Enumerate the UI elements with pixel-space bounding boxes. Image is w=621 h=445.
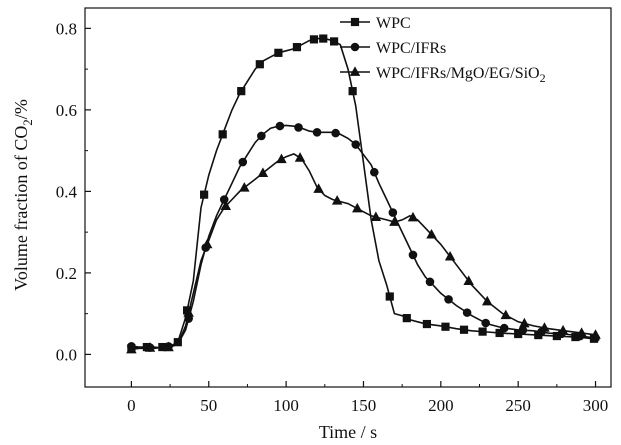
legend: WPC WPC/IFRs WPC/IFRs/MgO/EG/SiO2 (340, 15, 546, 85)
y-axis-title: Volume fraction of CO2/% (11, 99, 35, 291)
data-point-triangle (557, 324, 569, 335)
data-point-triangle (276, 153, 287, 164)
series-square (127, 34, 599, 353)
data-point-circle (370, 167, 379, 177)
data-point-triangle (500, 309, 512, 320)
x-tick-label: 200 (428, 396, 454, 415)
legend-label-subscript: 2 (540, 71, 546, 85)
series-triangle (126, 152, 601, 354)
data-point-square (385, 292, 394, 301)
legend-marker-square (350, 17, 360, 27)
data-point-square (478, 327, 487, 336)
legend-marker-circle (350, 42, 360, 52)
x-tick-label: 300 (583, 396, 609, 415)
y-axis-title-subscript: 2 (20, 119, 35, 126)
y-axis-title-main: Volume fraction of CO (11, 126, 31, 291)
data-point-triangle (294, 152, 306, 162)
legend-entry: WPC/IFRs/MgO/EG/SiO2 (340, 65, 546, 85)
data-point-circle (219, 195, 229, 204)
data-point-circle (462, 308, 472, 317)
y-tick-label: 0.6 (56, 101, 77, 120)
x-tick-label: 100 (273, 396, 299, 415)
axis-ticks: 0 50 100 150 200 250 300 0.0 0.2 0.4 0.6 0.8 (56, 19, 609, 415)
legend-label-main: WPC/IFRs/MgO/EG/SiO (376, 65, 540, 82)
x-tick-label: 50 (200, 396, 217, 415)
data-point-triangle (444, 250, 456, 261)
data-point-triangle (407, 211, 419, 222)
data-point-circle (444, 295, 453, 304)
data-point-triangle (239, 182, 250, 192)
data-point-square (402, 314, 411, 323)
data-point-circle (499, 323, 509, 333)
data-point-triangle (313, 183, 324, 193)
data-point-square (348, 87, 357, 96)
data-point-circle (351, 140, 361, 149)
data-point-circle (312, 127, 322, 137)
data-point-circle (481, 318, 490, 328)
data-point-triangle (481, 295, 493, 306)
data-point-circle (238, 157, 248, 167)
data-point-square (319, 34, 328, 43)
data-point-triangle (126, 343, 137, 354)
data-point-square (200, 190, 209, 199)
data-point-square (255, 60, 264, 69)
data-point-triangle (463, 275, 474, 285)
data-point-square (495, 328, 504, 338)
legend-label: WPC/IFRs/MgO/EG/SiO2 (376, 65, 546, 85)
data-point-triangle (539, 322, 550, 332)
data-point-circle (388, 208, 398, 217)
data-point-circle (294, 123, 303, 132)
x-axis-title: Time / s (319, 422, 377, 442)
data-point-square (237, 87, 246, 96)
data-point-circle (275, 121, 285, 131)
data-point-square (422, 319, 431, 329)
y-axis-title-unit: /% (11, 99, 31, 119)
data-point-triangle (331, 195, 343, 205)
legend-label: WPC/IFRs (376, 40, 446, 57)
y-tick-label: 0.4 (56, 182, 78, 201)
data-point-square (459, 325, 469, 334)
data-point-circle (257, 131, 266, 141)
y-tick-label: 0.2 (56, 264, 77, 283)
data-point-triangle (576, 327, 587, 337)
legend-entry: WPC (340, 15, 411, 32)
data-point-triangle (183, 307, 194, 317)
plot-frame (84, 7, 612, 388)
y-tick-label: 0.8 (56, 19, 77, 38)
y-tick-label: 0.0 (56, 345, 77, 364)
legend-entry: WPC/IFRs (340, 40, 446, 57)
data-point-square (441, 322, 450, 331)
data-point-triangle (220, 200, 232, 210)
series-layer (126, 34, 601, 354)
x-tick-label: 0 (127, 396, 136, 415)
data-point-square (292, 43, 302, 52)
data-point-triangle (201, 238, 213, 249)
data-point-triangle (426, 228, 437, 239)
x-tick-label: 250 (505, 396, 531, 415)
series-line-triangle (131, 153, 596, 351)
data-point-circle (408, 250, 418, 260)
x-tick-label: 150 (351, 396, 377, 415)
data-point-circle (331, 128, 340, 138)
legend-label: WPC (376, 15, 411, 32)
data-point-triangle (352, 202, 363, 213)
data-point-triangle (370, 211, 382, 221)
data-point-square (274, 48, 283, 57)
data-point-square (218, 130, 227, 139)
data-point-triangle (257, 167, 269, 177)
data-point-square (329, 37, 339, 46)
data-point-triangle (519, 317, 530, 328)
legend-marker-triangle (349, 66, 361, 76)
data-point-triangle (389, 216, 400, 226)
data-point-circle (425, 277, 435, 287)
data-point-square (309, 35, 319, 44)
data-point-triangle (163, 341, 174, 352)
data-point-triangle (144, 342, 156, 352)
data-point-triangle (590, 329, 601, 339)
data-point-circle (518, 325, 528, 335)
